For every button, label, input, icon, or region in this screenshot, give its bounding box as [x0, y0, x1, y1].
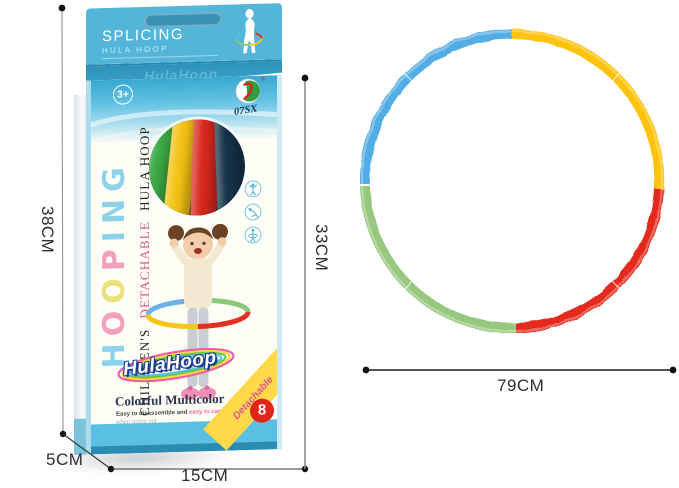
box-depth-label: 5CM — [46, 450, 84, 469]
pigtail — [168, 225, 184, 242]
registered-mark: ® — [261, 76, 266, 83]
box-front-panel: 3+ ® 07SX H O O P I N G — [86, 75, 282, 455]
hoop-segment-red — [515, 188, 664, 333]
hooping-letter: O — [96, 277, 132, 305]
box-height-label: 38CM — [38, 206, 57, 254]
kid-hoop-front-right — [197, 311, 251, 329]
hooping-letter: P — [96, 248, 132, 272]
box-header-subtitle: HULA HOOP — [102, 42, 218, 60]
box-width-label: 15CM — [181, 466, 229, 485]
kid-shoe — [198, 387, 216, 400]
kid-torso — [184, 258, 212, 311]
product-window — [149, 118, 245, 217]
dimension-dot — [301, 465, 309, 473]
box-height-line — [61, 7, 64, 435]
dimension-dot — [59, 430, 67, 438]
hooping-letter: G — [96, 166, 132, 193]
tagline: Colorful Multicolor — [115, 390, 225, 409]
kid-shoe — [181, 387, 199, 400]
person-hooping-silhouette-icon — [235, 8, 263, 54]
box-front-height-label: 33CM — [312, 224, 331, 272]
pigtail — [212, 223, 228, 240]
hula-hoop-ring — [359, 28, 665, 334]
kid-head — [183, 229, 213, 260]
gymnast-pose-icon — [244, 180, 262, 198]
hoop-joint — [611, 72, 621, 82]
hulahoop-logo: HulaHoop — [113, 342, 239, 388]
logo-swirl — [117, 347, 235, 383]
kid-hoop-front-left — [145, 314, 199, 330]
hooping-letter: N — [96, 198, 132, 225]
brand-logo-icon — [235, 78, 261, 104]
child-photo — [145, 223, 251, 400]
hooping-letter: I — [96, 230, 132, 243]
dimension-dot — [301, 74, 309, 82]
hoop-highlight — [360, 29, 664, 333]
box-hang-panel: SPLICING HULA HOOP — [86, 3, 282, 65]
hoop-joint — [403, 72, 413, 82]
hoop-tube-navy — [213, 118, 245, 217]
product-box: SPLICING HULA HOOP HulaHoop 3+ — [44, 1, 284, 476]
dimension-dot — [362, 366, 370, 374]
hoop-segment-blue — [359, 29, 513, 185]
exercise-icons — [244, 180, 262, 245]
hooping-letter: O — [96, 310, 132, 337]
hoop-diameter-label: 79CM — [497, 376, 545, 395]
dimension-dot — [669, 366, 677, 374]
hoop-segment-green — [360, 185, 517, 334]
hoop-joint — [611, 280, 621, 290]
hooping-pose-icon — [244, 226, 262, 244]
note-line-2: when going out — [116, 418, 157, 426]
stretch-pose-icon — [244, 203, 262, 221]
dimension-dot — [58, 4, 66, 12]
box-header-title: SPLICING — [102, 25, 185, 46]
vertical-tagline-part: HULA HOOP — [137, 125, 152, 212]
hoop-segment-yellow — [511, 28, 665, 190]
hoop-joint — [403, 280, 413, 290]
